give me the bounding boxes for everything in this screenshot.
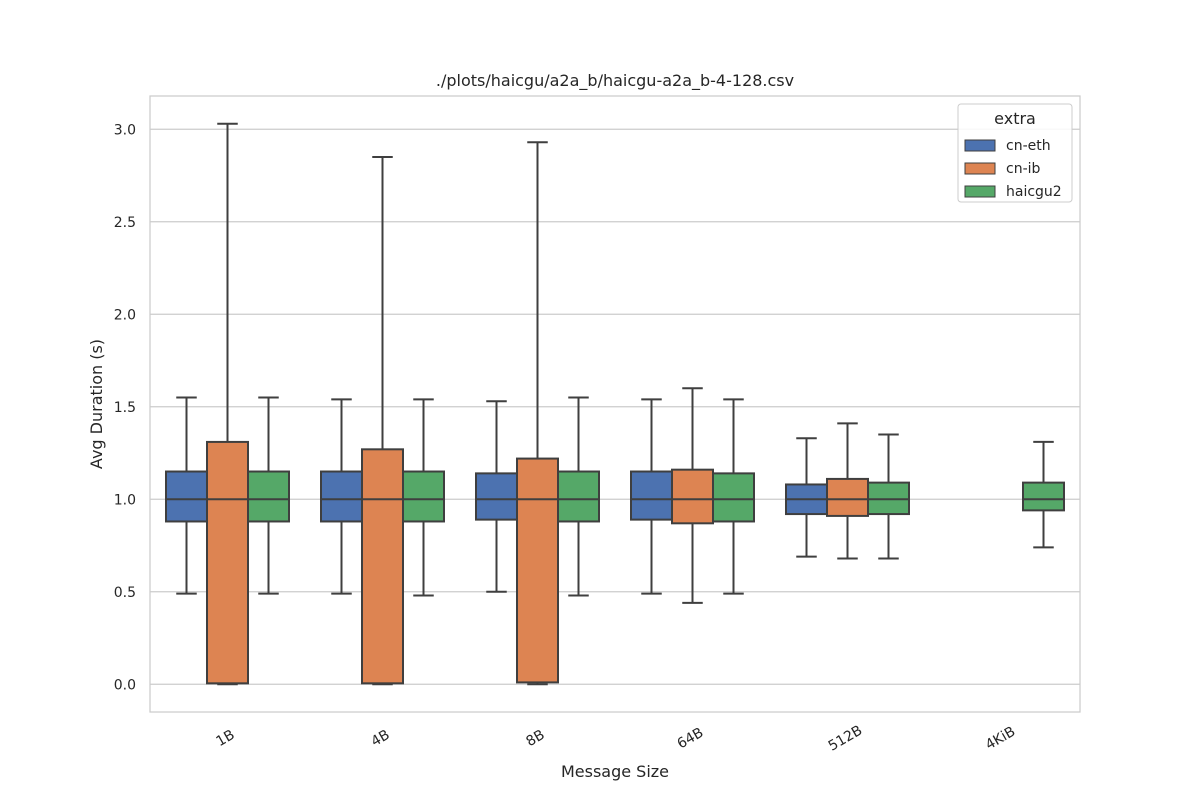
box-body: [475, 472, 518, 521]
legend-item-haicgu2: haicgu2: [964, 184, 1062, 200]
y-axis-title: Avg Duration (s): [87, 339, 106, 469]
box-plot-marks: [165, 122, 1065, 686]
box-cn-ib-1B: [206, 122, 249, 686]
box-body: [516, 457, 559, 684]
legend-item-cn-ib: cn-ib: [964, 161, 1041, 177]
y-tick-label: 0.5: [114, 585, 136, 601]
legend-title: extra: [994, 109, 1036, 128]
box-cn-eth-64B: [630, 398, 673, 595]
box-body: [320, 470, 363, 523]
chart-title: ./plots/haicgu/a2a_b/haicgu-a2a_b-4-128.…: [436, 71, 794, 91]
legend-label: cn-ib: [1006, 161, 1041, 177]
plot-frame: [149, 95, 1081, 713]
box-cn-ib-4B: [361, 156, 404, 686]
box-body: [206, 440, 249, 685]
box-cn-eth-8B: [475, 400, 518, 593]
legend: extra cn-eth cn-ib haicgu2: [957, 103, 1073, 203]
box-body: [671, 468, 714, 525]
box-haicgu2-512B: [867, 433, 910, 560]
box-haicgu2-1B: [247, 396, 290, 595]
legend-frame: [957, 103, 1073, 203]
box-haicgu2-4B: [402, 398, 445, 597]
box-haicgu2-4KiB: [1022, 440, 1065, 549]
box-cn-ib-64B: [671, 387, 714, 604]
y-tick-label: 3.0: [114, 122, 136, 138]
legend-items: cn-eth cn-ib haicgu2: [964, 138, 1062, 200]
y-tick-label: 2.0: [114, 307, 136, 323]
legend-label: cn-eth: [1006, 138, 1051, 154]
box-cn-eth-4B: [320, 398, 363, 595]
box-cn-ib-8B: [516, 141, 559, 686]
y-axis-ticks: 0.0 0.5 1.0 1.5 2.0 2.5 3.0: [114, 122, 136, 693]
box-body: [247, 470, 290, 523]
legend-swatch: [964, 139, 996, 152]
legend-item-cn-eth: cn-eth: [964, 138, 1051, 154]
box-cn-eth-512B: [785, 437, 828, 558]
y-tick-label: 1.0: [114, 492, 136, 508]
box-haicgu2-8B: [557, 396, 600, 597]
box-body: [826, 477, 869, 517]
legend-label: haicgu2: [1006, 184, 1062, 200]
y-tick-label: 2.5: [114, 215, 136, 231]
box-body: [402, 470, 445, 523]
legend-swatch: [964, 162, 996, 175]
box-haicgu2-64B: [712, 398, 755, 595]
grid-lines: [150, 128, 1080, 685]
box-cn-ib-512B: [826, 422, 869, 560]
y-tick-label: 0.0: [114, 677, 136, 693]
box-body: [557, 470, 600, 523]
legend-swatch: [964, 185, 996, 198]
y-tick-label: 1.5: [114, 400, 136, 416]
box-body: [712, 472, 755, 523]
x-axis-title: Message Size: [561, 762, 669, 781]
box-body: [361, 448, 404, 685]
box-body: [630, 470, 673, 521]
box-body: [1022, 481, 1065, 512]
box-body: [165, 470, 208, 523]
